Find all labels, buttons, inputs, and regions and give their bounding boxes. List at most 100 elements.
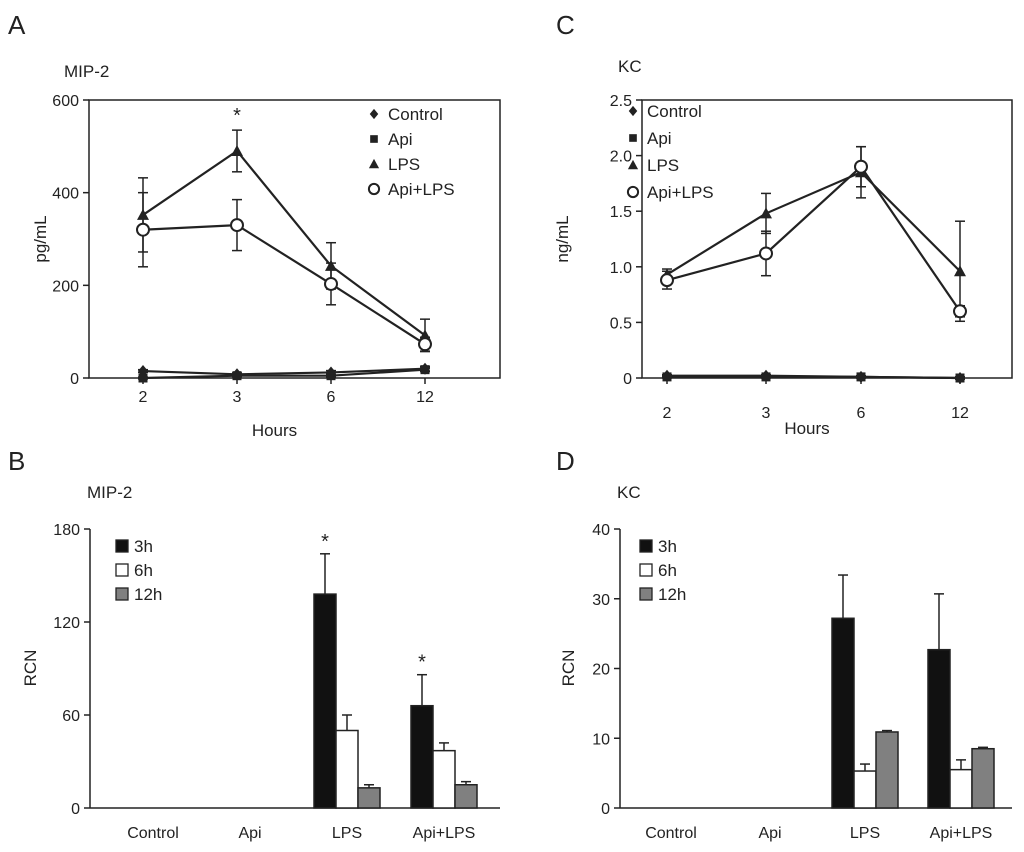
chart-a-series-api-point: [326, 371, 336, 381]
chart-b-y-axis-label: RCN: [21, 650, 40, 687]
chart-c-x-tick-label: 12: [951, 405, 969, 422]
chart-b-title: MIP-2: [87, 483, 132, 502]
chart-c-y-tick-label: 1.5: [610, 204, 632, 221]
chart-c-series-lps-legend-label: LPS: [647, 156, 679, 175]
chart-c-series-api-lps-legend-label: Api+LPS: [647, 183, 714, 202]
chart-c-y-axis-label: ng/mL: [553, 215, 572, 262]
chart-b-x-tick-label: Api: [238, 825, 261, 842]
chart-d-series-12h-legend-swatch: [639, 587, 653, 601]
chart-d-series-6h-legend-label: 6h: [658, 561, 677, 580]
chart-d-x-tick-label: LPS: [850, 825, 880, 842]
chart-a-x-tick-label: 6: [327, 389, 336, 406]
chart-a-series-api-lps-point: [230, 218, 244, 233]
chart-d-series-6h-bar: [853, 770, 877, 809]
chart-c-series-api-point: [955, 373, 965, 383]
chart-c-title: KC: [618, 57, 642, 76]
chart-d-y-tick-label: 10: [592, 731, 610, 748]
chart-c-series-api-legend-label: Api: [647, 129, 672, 148]
chart-c-series-lps-point: [954, 265, 966, 277]
chart-c-series-lps-legend-marker: [627, 159, 639, 170]
chart-a-series-api-lps-legend-label: Api+LPS: [388, 180, 455, 199]
chart-a-y-tick-label: 600: [52, 93, 79, 110]
chart-a-series-api-legend-label: Api: [388, 130, 413, 149]
chart-a-series-api-line: [142, 368, 426, 380]
chart-d-y-tick-label: 40: [592, 522, 610, 539]
chart-b-significance-asterisk: *: [321, 531, 329, 553]
chart-c-series-control-legend-marker: [628, 105, 638, 117]
chart-a-y-tick-label: 400: [52, 186, 79, 203]
chart-a-series-api-legend-marker: [370, 135, 378, 143]
chart-c-series-api-point: [761, 372, 771, 382]
chart-a-y-axis-label: pg/mL: [31, 215, 50, 262]
chart-c-series-control-legend-label: Control: [647, 102, 702, 121]
chart-c-y-tick-label: 0: [623, 371, 632, 388]
chart-c-y-tick-label: 2.0: [610, 149, 632, 166]
chart-d-series-3h-legend-label: 3h: [658, 537, 677, 556]
chart-a-series-lps-legend-label: LPS: [388, 155, 420, 174]
chart-a-plot-frame: [88, 99, 501, 379]
chart-c-series-api-lps-point: [953, 304, 967, 319]
chart-c-series-api-legend-marker: [629, 134, 637, 142]
chart-b-series-3h-legend-label: 3h: [134, 537, 153, 556]
chart-c-series-api-lps-line: [666, 165, 961, 312]
chart-d-series-3h-bar: [831, 617, 855, 809]
chart-b-series-3h-bar: [410, 704, 434, 809]
chart-b-x-tick-label: LPS: [332, 825, 362, 842]
chart-b-y-tick-label: 60: [62, 708, 80, 725]
chart-c-series-api-line: [667, 375, 961, 380]
chart-c-x-axis-label: Hours: [784, 419, 829, 438]
chart-c-x-tick-label: 3: [762, 405, 771, 422]
chart-a-x-tick-label: 2: [139, 389, 148, 406]
chart-a-series-api-point: [232, 371, 242, 381]
chart-d-series-12h-legend-label: 12h: [658, 585, 686, 604]
chart-d-series-6h-legend-swatch: [639, 563, 653, 577]
chart-b-series-12h-bar: [357, 787, 381, 809]
chart-a-y-tick-label: 0: [70, 371, 79, 388]
chart-d-series-12h-bar: [971, 747, 995, 809]
chart-a-series-api-lps-legend-marker: [367, 182, 381, 196]
chart-b-significance-asterisk: *: [418, 652, 426, 674]
chart-a-series-lps-line: [142, 149, 426, 337]
chart-d-series-3h-bar: [927, 648, 951, 809]
chart-a-series-api-lps-point: [136, 222, 150, 237]
chart-a-x-tick-label: 12: [416, 389, 434, 406]
chart-b-panel-letter: B: [8, 446, 25, 476]
chart-c-series-lps-line: [666, 170, 961, 276]
chart-d-title: KC: [617, 483, 641, 502]
chart-c-y-tick-label: 1.0: [610, 260, 632, 277]
chart-b-series-12h-legend-label: 12h: [134, 585, 162, 604]
chart-a-panel-letter: A: [8, 10, 26, 40]
chart-c-series-api-lps-point: [759, 246, 773, 261]
chart-b-series-12h-legend-swatch: [115, 587, 129, 601]
chart-c-x-tick-label: 6: [857, 405, 866, 422]
chart-b-x-tick-label: Control: [127, 825, 179, 842]
chart-a-series-control-legend-label: Control: [388, 105, 443, 124]
chart-b-series-6h-bar: [432, 749, 456, 809]
chart-d-panel-letter: D: [556, 446, 575, 476]
chart-a-x-tick-label: 3: [233, 389, 242, 406]
chart-d-series-3h-legend-swatch: [639, 539, 653, 553]
chart-d-y-tick-label: 0: [601, 801, 610, 818]
chart-a-series-api-lps-point: [418, 337, 432, 352]
chart-b-series-3h-legend-swatch: [115, 539, 129, 553]
chart-a-series-api-point: [420, 365, 430, 375]
chart-a-series-control-legend-marker: [369, 108, 379, 120]
chart-a-series-api-lps-line: [142, 223, 426, 346]
chart-d-series-12h-bar: [875, 731, 899, 809]
chart-a-series-lps-point: [231, 144, 243, 156]
chart-c-series-lps-point: [760, 207, 772, 219]
chart-b-series-6h-legend-swatch: [115, 563, 129, 577]
chart-b-y-tick-label: 180: [53, 522, 80, 539]
chart-c-series-api-lps-legend-marker: [626, 185, 640, 199]
chart-b-x-tick-label: Api+LPS: [413, 825, 476, 842]
chart-a-series-lps-legend-marker: [368, 158, 380, 169]
chart-d-x-tick-label: Control: [645, 825, 697, 842]
chart-a-y-tick-label: 200: [52, 278, 79, 295]
chart-d-x-tick-label: Api+LPS: [930, 825, 993, 842]
chart-b-y-tick-label: 120: [53, 615, 80, 632]
chart-d-x-tick-label: Api: [758, 825, 781, 842]
chart-a-series-api-point: [138, 373, 148, 383]
chart-b-series-3h-bar: [313, 593, 337, 809]
chart-a-significance-asterisk: *: [233, 105, 241, 127]
